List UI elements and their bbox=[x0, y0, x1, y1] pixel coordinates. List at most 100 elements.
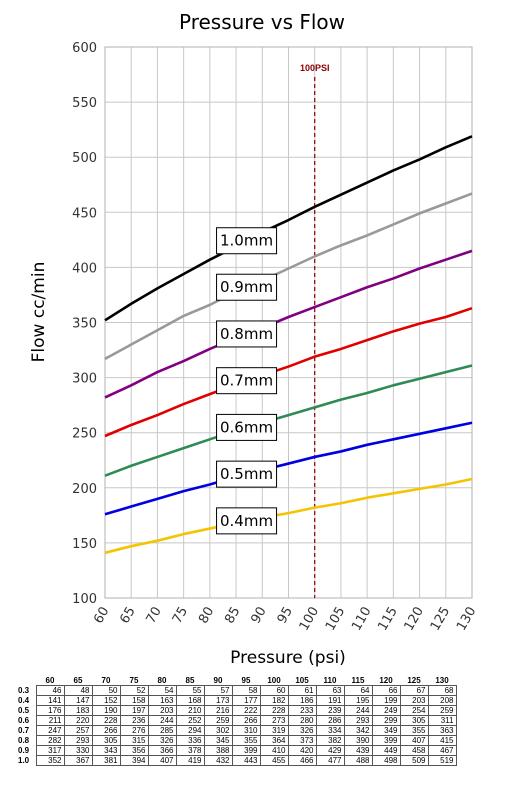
series-label-0.5mm: 0.5mm bbox=[216, 460, 278, 488]
y-tick-label: 550 bbox=[72, 96, 97, 111]
x-tick-label: 75 bbox=[170, 605, 191, 627]
x-tick-label: 90 bbox=[248, 605, 269, 627]
table-cell: 254 bbox=[399, 705, 429, 716]
table-cell: 355 bbox=[399, 725, 429, 736]
series-label-text: 0.9mm bbox=[220, 278, 273, 296]
table-cell: 299 bbox=[371, 715, 401, 726]
table-column-header: 80 bbox=[157, 675, 167, 685]
table-cell: 203 bbox=[147, 705, 177, 716]
y-tick-label: 500 bbox=[72, 151, 97, 166]
table-cell: 52 bbox=[119, 685, 149, 696]
table-cell: 152 bbox=[91, 695, 121, 706]
series-label-text: 0.6mm bbox=[220, 418, 273, 436]
table-row-header: 0.3 bbox=[18, 686, 30, 695]
y-tick-label: 300 bbox=[72, 372, 97, 387]
table-cell: 415 bbox=[427, 735, 457, 746]
series-label-1.0mm: 1.0mm bbox=[216, 227, 278, 255]
grid bbox=[104, 46, 473, 599]
table-cell: 54 bbox=[147, 685, 177, 696]
table-cell: 236 bbox=[119, 715, 149, 726]
table-cell: 67 bbox=[399, 685, 429, 696]
table-cell: 419 bbox=[175, 755, 205, 766]
table-row: 0.6 211 220 228 236 244 252 259 266 273 280 286 293 2… bbox=[18, 715, 457, 726]
table-cell: 203 bbox=[399, 695, 429, 706]
table-cell: 68 bbox=[427, 685, 457, 696]
table-row-header: 0.8 bbox=[18, 736, 30, 745]
x-tick-label: 105 bbox=[323, 605, 348, 634]
table-cell: 141 bbox=[35, 695, 65, 706]
table-cell: 342 bbox=[343, 725, 373, 736]
table-row: 1.0 352 367 381 394 407 419 432 443 455 466 477 488 4… bbox=[18, 755, 457, 766]
x-tick-label: 80 bbox=[196, 605, 217, 627]
table-cell: 388 bbox=[203, 745, 233, 756]
series-label-box bbox=[216, 413, 278, 441]
table-cell: 439 bbox=[343, 745, 373, 756]
table-cell: 60 bbox=[259, 685, 289, 696]
x-tick-label: 95 bbox=[275, 605, 296, 627]
plot-frame bbox=[104, 46, 473, 599]
series-label-box bbox=[216, 367, 278, 395]
table-row: 0.4 141 147 152 158 163 168 173 177 182 186 191 195 1… bbox=[18, 695, 457, 706]
chart-title: Pressure vs Flow bbox=[179, 10, 345, 34]
x-tick-label: 60 bbox=[91, 605, 112, 627]
table-cell: 228 bbox=[91, 715, 121, 726]
table-header-row: 60 65 70 75 80 85 90 95 100 105 110 115 120 125 130 bbox=[18, 675, 456, 686]
table-cell: 173 bbox=[203, 695, 233, 706]
series-label-text: 1.0mm bbox=[220, 232, 273, 250]
table-cell: 220 bbox=[63, 715, 93, 726]
table-cell: 394 bbox=[119, 755, 149, 766]
table-cell: 355 bbox=[231, 735, 261, 746]
series-label-0.7mm: 0.7mm bbox=[216, 367, 278, 395]
series-line-0.9mm bbox=[104, 192, 473, 361]
table-cell: 366 bbox=[147, 745, 177, 756]
x-tick-label: 130 bbox=[454, 605, 479, 634]
table-column-header: 70 bbox=[101, 675, 111, 685]
pressure-flow-chart: Pressure vs Flow 100PSI 0.4mm0.5mm0.6mm0… bbox=[29, 10, 479, 668]
table-column-header: 105 bbox=[295, 675, 309, 685]
series-label-box bbox=[216, 227, 278, 255]
table-cell: 259 bbox=[427, 705, 457, 716]
table-cell: 334 bbox=[315, 725, 345, 736]
table-cell: 407 bbox=[147, 755, 177, 766]
table-cell: 276 bbox=[119, 725, 149, 736]
y-tick-label: 200 bbox=[72, 482, 97, 497]
table-cell: 352 bbox=[35, 755, 65, 766]
reference-line-group: 100PSI bbox=[300, 63, 329, 598]
table-cell: 147 bbox=[63, 695, 93, 706]
table-cell: 55 bbox=[175, 685, 205, 696]
series-label-text: 0.8mm bbox=[220, 325, 273, 343]
table-cell: 315 bbox=[119, 735, 149, 746]
table-cell: 432 bbox=[203, 755, 233, 766]
table-column-header: 95 bbox=[241, 675, 251, 685]
table-row: 0.3 46 48 50 52 54 55 57 58 60 61 63 64 66 67 68 bbox=[18, 685, 457, 696]
x-tick-label: 100 bbox=[297, 605, 322, 634]
table-cell: 64 bbox=[343, 685, 373, 696]
table-cell: 293 bbox=[343, 715, 373, 726]
table-column-header: 75 bbox=[129, 675, 139, 685]
series-label-box bbox=[216, 460, 278, 488]
table-corner bbox=[18, 675, 36, 686]
table-cell: 498 bbox=[371, 755, 401, 766]
table-cell: 449 bbox=[371, 745, 401, 756]
table-column-header: 65 bbox=[73, 675, 83, 685]
table-cell: 57 bbox=[203, 685, 233, 696]
x-tick-label: 115 bbox=[375, 605, 400, 634]
table-column-header: 125 bbox=[407, 675, 421, 685]
table-cell: 336 bbox=[175, 735, 205, 746]
x-tick-label: 85 bbox=[222, 605, 243, 627]
table-cell: 317 bbox=[35, 745, 65, 756]
table-cell: 247 bbox=[35, 725, 65, 736]
table-column-header: 120 bbox=[379, 675, 393, 685]
series-labels: 0.4mm 0.5mm 0.6mm 0.7mm 0.8mm 0.9mm 1.0mm bbox=[216, 227, 278, 535]
table-cell: 190 bbox=[91, 705, 121, 716]
x-axis-title: Pressure (psi) bbox=[230, 648, 346, 668]
table-cell: 195 bbox=[343, 695, 373, 706]
flow-data-table: 60 65 70 75 80 85 90 95 100 105 110 115 120 125 130 0.… bbox=[18, 675, 457, 766]
table-cell: 285 bbox=[147, 725, 177, 736]
series-line-0.7mm bbox=[104, 306, 473, 438]
table-cell: 210 bbox=[175, 705, 205, 716]
table-cell: 158 bbox=[119, 695, 149, 706]
series-label-0.8mm: 0.8mm bbox=[216, 320, 278, 348]
table-cell: 305 bbox=[399, 715, 429, 726]
table-row: 0.9 317 330 343 356 366 378 388 399 410 420 429 439 4… bbox=[18, 745, 457, 756]
